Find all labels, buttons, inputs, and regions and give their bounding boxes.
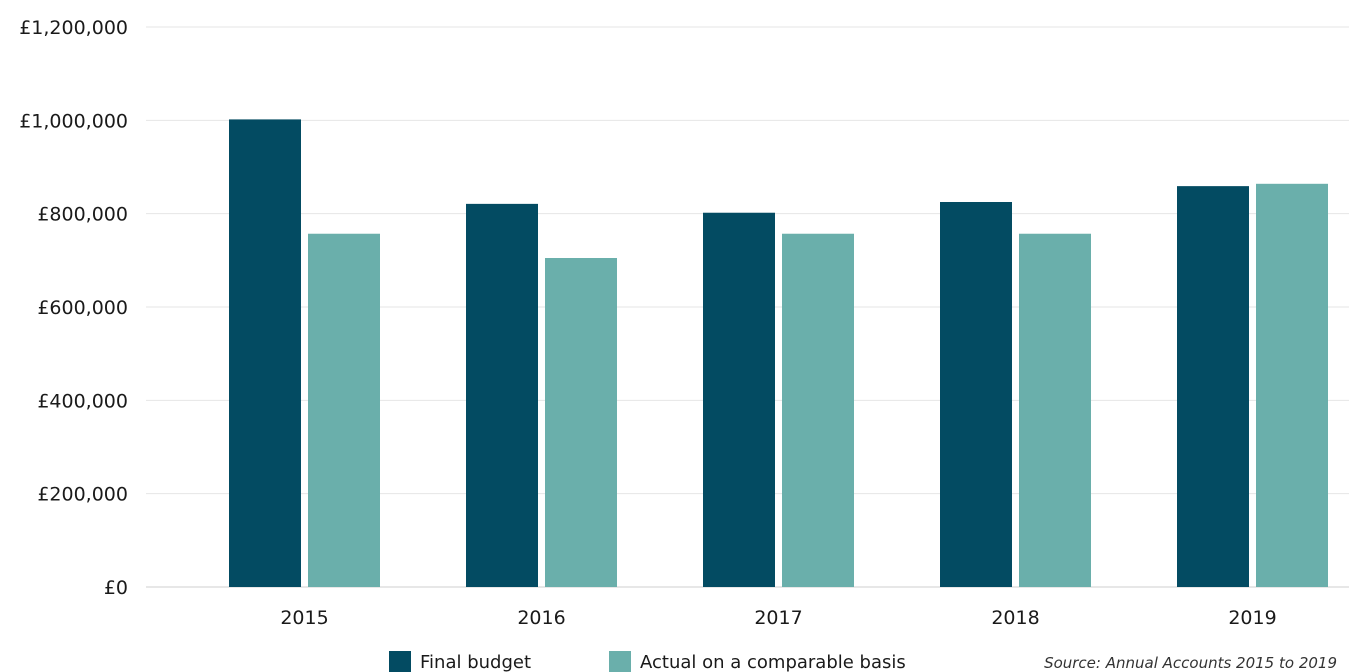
bar-2015-series-1 <box>308 233 380 587</box>
y-tick-label: £1,000,000 <box>19 110 128 132</box>
y-tick-label: £200,000 <box>37 484 128 506</box>
bar-2015-series-0 <box>229 119 301 588</box>
legend-label: Final budget <box>420 652 531 672</box>
x-tick-label: 2019 <box>1228 607 1276 629</box>
bar-2019-series-0 <box>1177 186 1249 587</box>
legend-label: Actual on a comparable basis <box>640 652 906 672</box>
bar-2019-series-1 <box>1256 183 1328 588</box>
y-tick-label: £0 <box>104 577 128 599</box>
y-tick-label: £600,000 <box>37 297 128 319</box>
legend-swatch <box>389 651 411 672</box>
bar-2018-series-1 <box>1019 233 1091 587</box>
bar-2017-series-0 <box>703 212 775 587</box>
x-tick-label: 2016 <box>517 607 565 629</box>
x-tick-label: 2017 <box>754 607 802 629</box>
y-tick-label: £800,000 <box>37 204 128 226</box>
source-note: Source: Annual Accounts 2015 to 2019 <box>1044 654 1337 672</box>
bar-2017-series-1 <box>782 233 854 587</box>
x-axis-tick-labels: 2015 2016 2017 2018 2019 <box>280 607 1276 629</box>
bar-2018-series-0 <box>940 202 1012 587</box>
bar-2016-series-1 <box>545 258 617 587</box>
bars <box>229 119 1328 588</box>
y-tick-label: £400,000 <box>37 390 128 412</box>
bar-2016-series-0 <box>466 203 538 587</box>
legend: Final budget Actual on a comparable basis <box>389 651 906 672</box>
x-tick-label: 2018 <box>991 607 1039 629</box>
y-tick-label: £1,200,000 <box>19 17 128 39</box>
y-axis-tick-labels: £0 £200,000 £400,000 £600,000 £800,000 £1,000… <box>19 17 128 599</box>
x-tick-label: 2015 <box>280 607 328 629</box>
legend-swatch <box>609 651 631 672</box>
